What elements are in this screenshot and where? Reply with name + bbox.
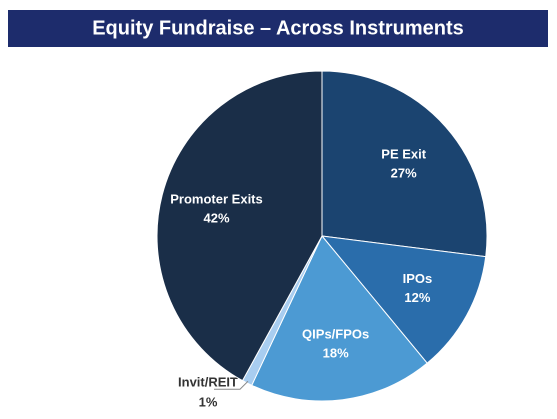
slice-label: Invit/REIT [178, 375, 238, 390]
leader-line [213, 380, 249, 390]
slice-value: 1% [199, 395, 218, 410]
slice-value: 12% [404, 290, 430, 305]
slice-value: 42% [204, 210, 230, 225]
title-banner [8, 10, 548, 47]
slice-label: Promoter Exits [170, 191, 262, 206]
slice-value: 18% [323, 345, 349, 360]
pie-slice [251, 235, 428, 402]
slice-label: QIPs/FPOs [302, 326, 369, 341]
slice-label: IPOs [403, 271, 433, 286]
slice-label: PE Exit [381, 146, 426, 161]
pie-slice [321, 70, 488, 258]
pie-slice [156, 70, 323, 382]
pie-slice [320, 235, 487, 364]
slice-value: 27% [391, 165, 417, 180]
chart-title: Equity Fundraise – Across Instruments [92, 17, 464, 39]
